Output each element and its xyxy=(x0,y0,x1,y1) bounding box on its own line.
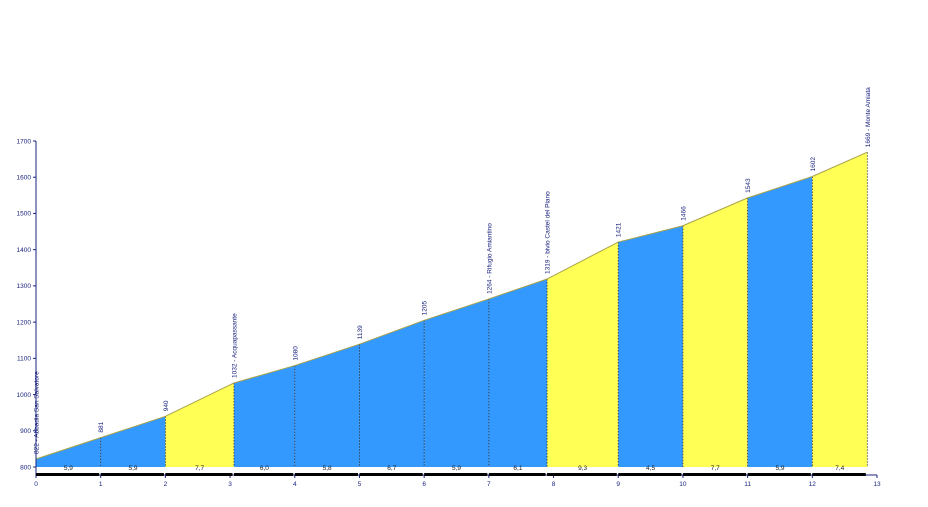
segment-fill-6 xyxy=(359,320,425,467)
y-tick-label: 1200 xyxy=(17,319,32,326)
x-tick-label: 5 xyxy=(358,481,362,488)
profile-outline xyxy=(35,151,868,460)
x-tick-label: 13 xyxy=(873,481,881,488)
segment-grade-label: 4,5 xyxy=(646,465,655,472)
segment-fills xyxy=(36,152,868,467)
segment-fill-8 xyxy=(488,279,548,467)
grade-bar-segment xyxy=(812,473,866,476)
axes: 800 900 1000 1100 1200 1300 1400 1500 1600 1700 0 1… xyxy=(17,138,881,488)
point-label: 1139 xyxy=(357,325,364,339)
segment-fill-10 xyxy=(618,225,683,467)
grade-bar-segment xyxy=(424,473,488,476)
x-tick-label: 9 xyxy=(616,481,620,488)
point-label: 1669 - Monte Amiata xyxy=(865,87,872,147)
segment-fill-7 xyxy=(424,298,489,467)
point-label: 1205 xyxy=(422,300,429,315)
segment-fill-13 xyxy=(812,152,868,467)
grade-bar-segment xyxy=(747,473,811,476)
segment-fill-12 xyxy=(747,176,813,467)
x-tick-label: 1 xyxy=(99,481,103,488)
segment-dividers xyxy=(100,152,868,467)
segment-fill-1 xyxy=(36,437,101,467)
grade-bar-segment xyxy=(359,473,423,476)
segment-grade-label: 6,1 xyxy=(513,465,522,472)
segment-grade-label: 5,9 xyxy=(129,465,138,472)
segment-grade-label: 7,7 xyxy=(195,465,204,472)
grade-bar: 5,9 5,9 7,7 6,0 5,8 6,7 5,9 6,1 9,3 4,5 7,7 5,9 7,4 xyxy=(36,465,866,476)
grade-bar-segment xyxy=(165,473,233,476)
segment-grade-label: 9,3 xyxy=(578,465,587,472)
y-tick-label: 1000 xyxy=(17,392,32,399)
grade-bar-segment xyxy=(682,473,747,476)
x-tick-label: 4 xyxy=(293,481,297,488)
segment-grade-label: 5,9 xyxy=(775,465,784,472)
segment-fill-5 xyxy=(294,344,360,467)
segment-grade-label: 6,0 xyxy=(260,465,269,472)
x-tick-label: 11 xyxy=(744,481,751,488)
point-label: 1080 xyxy=(292,346,299,361)
segment-fill-11 xyxy=(682,197,748,467)
y-tick-label: 800 xyxy=(20,464,31,471)
y-tick-label: 1700 xyxy=(17,138,32,145)
grade-bar-segment xyxy=(488,473,546,476)
segment-fill-2 xyxy=(100,416,166,467)
y-tick-label: 1300 xyxy=(17,283,32,290)
segment-grade-label: 5,8 xyxy=(323,465,332,472)
y-tick-label: 1600 xyxy=(17,175,32,182)
point-label: 1602 xyxy=(810,157,817,172)
grade-bar-segment xyxy=(36,473,100,476)
point-label: 1264 - Rifugio Amiantino xyxy=(486,223,493,294)
point-label: 822 - Abbadia San Salvatore xyxy=(34,371,41,454)
point-label: 1543 xyxy=(745,178,752,193)
x-tick-label: 6 xyxy=(422,481,426,488)
x-tick-label: 8 xyxy=(552,481,556,488)
segment-grade-label: 6,7 xyxy=(387,465,396,472)
point-label: 1032 - Acquapassante xyxy=(231,313,238,378)
profile-line xyxy=(35,151,868,460)
point-label: 1466 xyxy=(680,206,687,221)
segment-grade-label: 5,9 xyxy=(452,465,461,472)
x-tick-label: 10 xyxy=(679,481,687,488)
grade-bar-segment xyxy=(100,473,164,476)
x-tick-label: 3 xyxy=(228,481,232,488)
segment-fill-3 xyxy=(165,382,234,467)
y-tick-label: 1100 xyxy=(17,356,31,363)
y-tick-label: 900 xyxy=(20,428,31,435)
x-tick-label: 2 xyxy=(164,481,168,488)
point-label: 1319 - bivio Castel del Piano xyxy=(545,191,552,274)
segment-grade-label: 7,7 xyxy=(711,465,720,472)
x-tick-label: 7 xyxy=(487,481,491,488)
point-labels: 822 - Abbadia San Salvatore 881 940 1032 - … xyxy=(34,87,872,454)
grade-bar-segment xyxy=(547,473,617,476)
segment-fill-4 xyxy=(233,365,295,467)
y-tick-label: 1500 xyxy=(17,211,32,218)
grade-bar-segment xyxy=(618,473,682,476)
grade-bar-segment xyxy=(294,473,358,476)
y-tick-label: 1400 xyxy=(17,247,32,254)
x-tick-label: 12 xyxy=(809,481,817,488)
grade-bar-segment xyxy=(233,473,294,476)
point-label: 881 xyxy=(98,421,105,432)
x-tick-label: 0 xyxy=(34,481,38,488)
segment-grade-label: 5,9 xyxy=(64,465,73,472)
point-label: 1421 xyxy=(616,222,623,237)
segment-fill-9 xyxy=(547,242,619,467)
point-label: 940 xyxy=(163,400,170,411)
segment-grade-label: 7,4 xyxy=(835,465,844,472)
